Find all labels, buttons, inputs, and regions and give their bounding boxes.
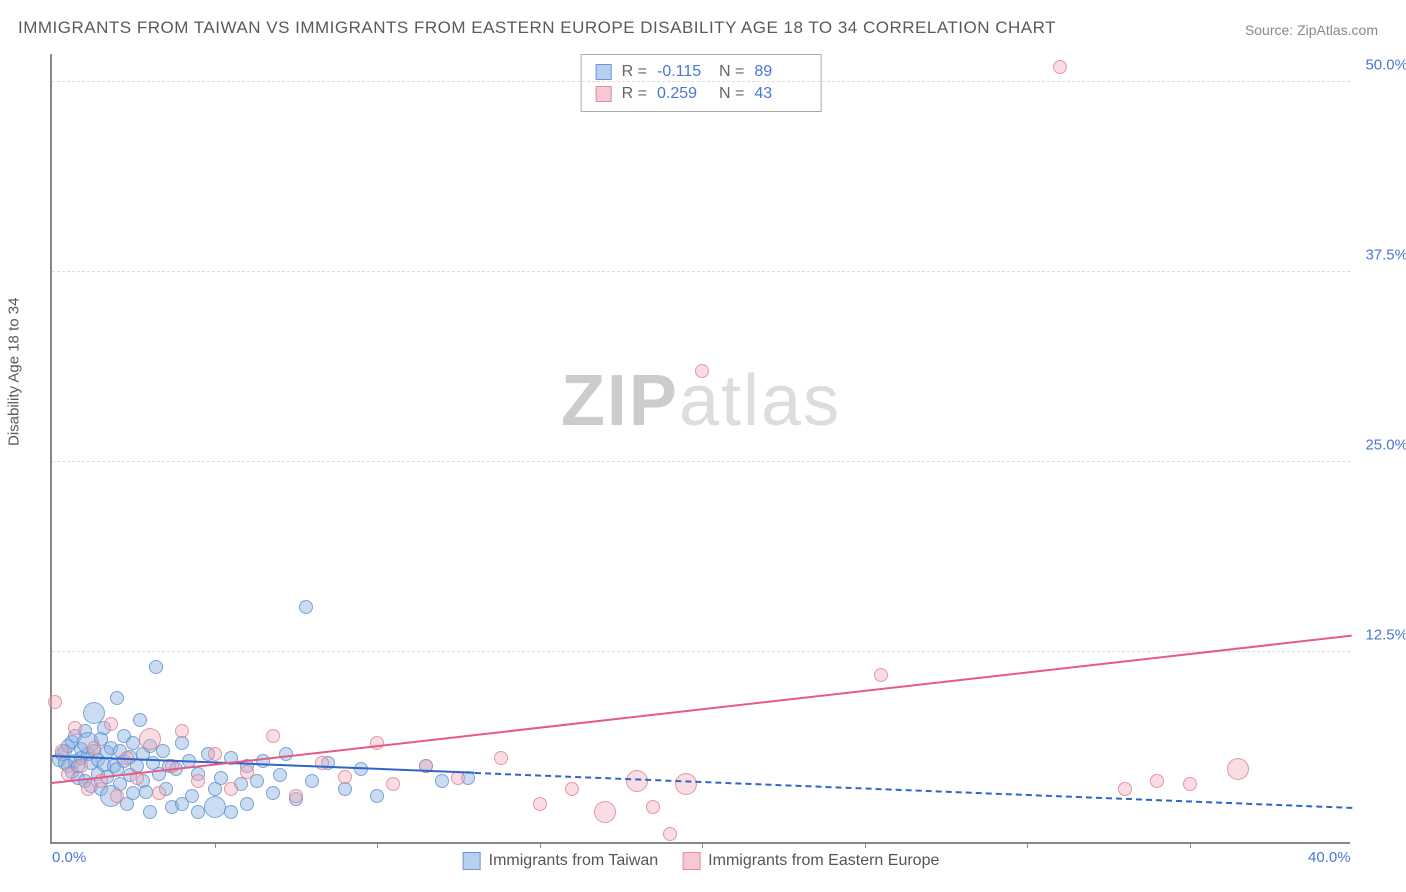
y-tick-label: 25.0% bbox=[1365, 437, 1406, 454]
data-point bbox=[185, 789, 199, 803]
x-tick bbox=[702, 842, 703, 848]
legend-swatch-eeurope-icon bbox=[682, 852, 700, 870]
grid-line bbox=[52, 461, 1350, 462]
data-point bbox=[191, 774, 205, 788]
legend-item-eeurope: Immigrants from Eastern Europe bbox=[682, 852, 939, 870]
x-tick bbox=[1190, 842, 1191, 848]
data-point bbox=[224, 805, 238, 819]
data-point bbox=[74, 759, 88, 773]
data-point bbox=[494, 751, 508, 765]
data-point bbox=[663, 827, 677, 841]
data-point bbox=[370, 789, 384, 803]
y-axis-label: Disability Age 18 to 34 bbox=[6, 298, 23, 446]
data-point bbox=[289, 789, 303, 803]
r-value-eeurope: 0.259 bbox=[657, 85, 709, 103]
data-point bbox=[149, 660, 163, 674]
data-point bbox=[646, 800, 660, 814]
data-point bbox=[126, 786, 140, 800]
y-tick-label: 37.5% bbox=[1365, 247, 1406, 264]
data-point bbox=[1227, 758, 1249, 780]
data-point bbox=[370, 736, 384, 750]
data-point bbox=[224, 782, 238, 796]
legend-label-taiwan: Immigrants from Taiwan bbox=[489, 852, 659, 870]
y-tick-label: 12.5% bbox=[1365, 627, 1406, 644]
trend-line bbox=[52, 635, 1352, 784]
x-tick bbox=[865, 842, 866, 848]
data-point bbox=[338, 782, 352, 796]
n-value-taiwan: 89 bbox=[754, 63, 806, 81]
grid-line bbox=[52, 271, 1350, 272]
x-tick bbox=[377, 842, 378, 848]
r-value-taiwan: -0.115 bbox=[657, 63, 709, 81]
grid-line bbox=[52, 81, 1350, 82]
data-point bbox=[695, 364, 709, 378]
swatch-taiwan-icon bbox=[596, 64, 612, 80]
data-point bbox=[386, 777, 400, 791]
swatch-eeurope-icon bbox=[596, 86, 612, 102]
data-point bbox=[1053, 60, 1067, 74]
grid-line bbox=[52, 651, 1350, 652]
data-point bbox=[305, 774, 319, 788]
data-point bbox=[1183, 777, 1197, 791]
correlation-stats-box: R = -0.115 N = 89 R = 0.259 N = 43 bbox=[581, 54, 822, 112]
data-point bbox=[1118, 782, 1132, 796]
legend-item-taiwan: Immigrants from Taiwan bbox=[463, 852, 659, 870]
data-point bbox=[338, 770, 352, 784]
plot-area: ZIPatlas R = -0.115 N = 89 R = 0.259 N =… bbox=[50, 54, 1350, 844]
data-point bbox=[139, 728, 161, 750]
data-point bbox=[675, 773, 697, 795]
n-label: N = bbox=[719, 63, 744, 81]
data-point bbox=[565, 782, 579, 796]
data-point bbox=[1150, 774, 1164, 788]
data-point bbox=[594, 801, 616, 823]
data-point bbox=[273, 768, 287, 782]
data-point bbox=[874, 668, 888, 682]
data-point bbox=[175, 724, 189, 738]
r-label: R = bbox=[622, 85, 647, 103]
data-point bbox=[435, 774, 449, 788]
legend-swatch-taiwan-icon bbox=[463, 852, 481, 870]
data-point bbox=[152, 786, 166, 800]
data-point bbox=[208, 747, 222, 761]
y-tick-label: 50.0% bbox=[1365, 57, 1406, 74]
x-tick-label: 0.0% bbox=[52, 849, 86, 866]
watermark-zip: ZIP bbox=[561, 361, 679, 441]
r-label: R = bbox=[622, 63, 647, 81]
data-point bbox=[110, 789, 124, 803]
data-point bbox=[143, 805, 157, 819]
data-point bbox=[204, 796, 226, 818]
x-tick bbox=[540, 842, 541, 848]
data-point bbox=[48, 695, 62, 709]
data-point bbox=[266, 786, 280, 800]
chart-container: IMMIGRANTS FROM TAIWAN VS IMMIGRANTS FRO… bbox=[0, 0, 1406, 892]
source-attribution: Source: ZipAtlas.com bbox=[1245, 22, 1378, 38]
data-point bbox=[266, 729, 280, 743]
data-point bbox=[240, 797, 254, 811]
data-point bbox=[533, 797, 547, 811]
data-point bbox=[299, 600, 313, 614]
x-tick bbox=[1027, 842, 1028, 848]
legend: Immigrants from Taiwan Immigrants from E… bbox=[463, 852, 940, 870]
data-point bbox=[87, 741, 101, 755]
stats-row-taiwan: R = -0.115 N = 89 bbox=[596, 61, 807, 83]
n-label: N = bbox=[719, 85, 744, 103]
data-point bbox=[626, 770, 648, 792]
n-value-eeurope: 43 bbox=[754, 85, 806, 103]
data-point bbox=[104, 717, 118, 731]
data-point bbox=[68, 721, 82, 735]
data-point bbox=[110, 691, 124, 705]
data-point bbox=[175, 736, 189, 750]
legend-label-eeurope: Immigrants from Eastern Europe bbox=[708, 852, 939, 870]
data-point bbox=[133, 713, 147, 727]
data-point bbox=[240, 765, 254, 779]
x-tick-label: 40.0% bbox=[1308, 849, 1351, 866]
chart-title: IMMIGRANTS FROM TAIWAN VS IMMIGRANTS FRO… bbox=[18, 18, 1056, 38]
x-tick bbox=[215, 842, 216, 848]
stats-row-eeurope: R = 0.259 N = 43 bbox=[596, 83, 807, 105]
data-point bbox=[81, 782, 95, 796]
data-point bbox=[139, 785, 153, 799]
